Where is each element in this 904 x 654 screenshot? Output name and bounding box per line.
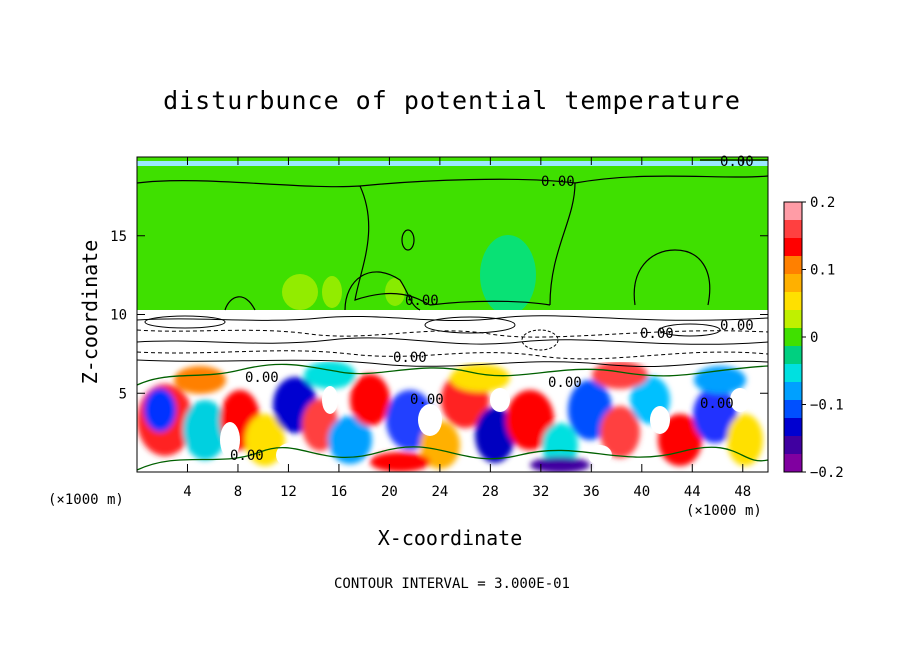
y-tick-label: 15	[110, 229, 127, 245]
y-unit-label: (×1000 m)	[48, 492, 124, 508]
colorbar-swatch	[784, 454, 802, 473]
x-tick-label: 24	[431, 484, 448, 500]
x-tick-label: 48	[734, 484, 751, 500]
contour-label: 0.00	[405, 293, 439, 309]
turbulent-cells	[137, 361, 763, 472]
colorbar-tick-label: 0	[810, 330, 818, 346]
contour-interval-text: CONTOUR INTERVAL = 3.000E-01	[333, 576, 570, 592]
x-tick-label: 28	[482, 484, 499, 500]
colorbar-swatch	[784, 256, 802, 275]
contour-label: 0.00	[393, 350, 427, 366]
colorbar-swatch	[784, 418, 802, 437]
x-tick-label: 8	[234, 484, 242, 500]
contour-label: 0.00	[541, 174, 575, 190]
colorbar-swatch	[784, 346, 802, 365]
y-axis: 5 10 15	[110, 229, 768, 402]
x-tick-label: 4	[183, 484, 191, 500]
upper-positive-blob	[480, 235, 536, 315]
colorbar-swatch	[784, 400, 802, 419]
colorbar-swatch	[784, 202, 802, 221]
colorbar: 0.2 0.1 0 −0.1 −0.2	[783, 195, 844, 481]
x-tick-label: 40	[633, 484, 650, 500]
x-tick-label: 20	[381, 484, 398, 500]
y-tick-label: 10	[110, 308, 127, 324]
contour-label: 0.00	[720, 154, 754, 170]
interface-contours	[137, 315, 768, 368]
x-tick-label: 32	[532, 484, 549, 500]
x-axis: 4 8 12 16 20 24 28 32 36 40 44 48	[183, 157, 751, 500]
colorbar-tick-label: 0.2	[810, 195, 835, 211]
colorbar-swatch	[784, 328, 802, 347]
colorbar-swatch	[784, 364, 802, 383]
contour-label: 0.00	[410, 392, 444, 408]
top-boundary-band	[137, 157, 768, 166]
colorbar-tick-label: −0.1	[810, 398, 844, 414]
x-tick-label: 12	[280, 484, 297, 500]
contour-label: 0.00	[230, 448, 264, 464]
colorbar-swatch	[784, 238, 802, 257]
colorbar-swatch	[784, 292, 802, 311]
plot-area	[137, 157, 768, 472]
contour-label: 0.00	[700, 396, 734, 412]
x-unit-label: (×1000 m)	[686, 503, 762, 519]
contour-label: 0.00	[548, 375, 582, 391]
contour-labels: 0.00 0.00 0.00 0.00 0.00 0.00 0.00 0.00 …	[230, 154, 754, 464]
x-tick-label: 44	[684, 484, 701, 500]
zero-contours-upper	[137, 159, 768, 311]
chart-title: disturbunce of potential temperature	[163, 86, 741, 115]
x-tick-label: 16	[330, 484, 347, 500]
colorbar-swatch	[784, 382, 802, 401]
contour-label: 0.00	[640, 326, 674, 342]
colorbar-swatch	[784, 310, 802, 329]
x-axis-label: X-coordinate	[377, 526, 523, 550]
colorbar-swatch	[784, 274, 802, 293]
contour-label: 0.00	[720, 318, 754, 334]
colorbar-swatch	[784, 220, 802, 239]
contour-label: 0.00	[245, 370, 279, 386]
zero-contours-lower	[137, 363, 768, 471]
colorbar-tick-label: 0.1	[810, 263, 835, 279]
x-tick-label: 36	[583, 484, 600, 500]
colorbar-tick-label: −0.2	[810, 465, 844, 481]
colorbar-swatch	[784, 436, 802, 455]
y-tick-label: 5	[119, 386, 127, 402]
